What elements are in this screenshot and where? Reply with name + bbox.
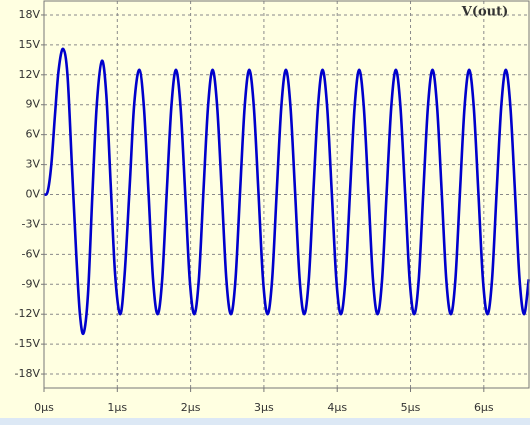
x-tick-label: 0µs (34, 401, 54, 414)
y-tick-label: -12V (15, 307, 41, 320)
x-tick-label: 6µs (474, 401, 494, 414)
y-tick-label: 6V (25, 128, 40, 141)
status-strip (0, 418, 530, 425)
series-line (44, 47, 530, 336)
y-tick-label: 18V (18, 8, 40, 21)
y-tick-label: -18V (15, 367, 41, 380)
y-tick-label: -9V (22, 277, 41, 290)
y-tick-label: 15V (18, 38, 40, 51)
x-tick-label: 1µs (107, 401, 127, 414)
y-tick-label: 0V (25, 188, 40, 201)
x-tick-label: 4µs (327, 401, 347, 414)
y-tick-label: 9V (25, 98, 40, 111)
y-tick-label: 12V (18, 68, 40, 81)
y-tick-label: 3V (25, 158, 40, 171)
plot-frame (43, 0, 530, 389)
x-tick-label: 3µs (254, 401, 274, 414)
legend-entry: V(out) (461, 5, 509, 20)
y-tick-label: -3V (22, 217, 41, 230)
y-tick-label: -6V (22, 247, 41, 260)
x-tick-label: 5µs (401, 401, 421, 414)
y-tick-label: -15V (15, 337, 41, 350)
x-tick-label: 2µs (181, 401, 201, 414)
